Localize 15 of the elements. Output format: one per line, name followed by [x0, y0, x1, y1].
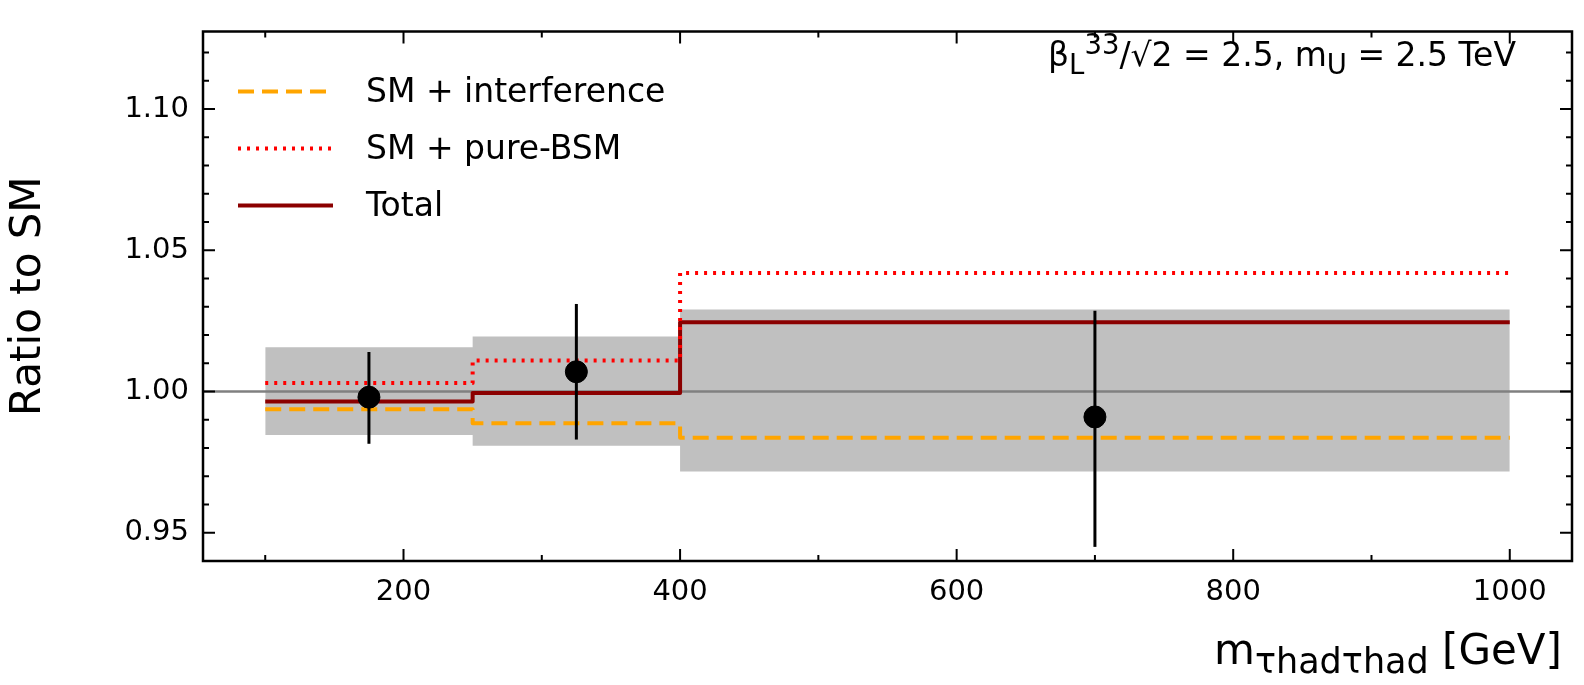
- y-axis-title: Ratio to SM: [1, 176, 51, 416]
- x-tick-label: 400: [652, 572, 708, 607]
- legend-label: SM + pure-BSM: [366, 127, 622, 167]
- x-tick-label: 1000: [1472, 572, 1547, 607]
- y-tick-label: 0.95: [124, 513, 189, 548]
- y-tick-label: 1.00: [124, 372, 189, 407]
- legend-label: SM + interference: [366, 70, 666, 110]
- legend-label: Total: [365, 184, 444, 224]
- x-tick-label: 800: [1205, 572, 1261, 607]
- x-axis-title: m$_{τhadτhad}$ [GeV]: [1213, 624, 1562, 681]
- y-tick-label: 1.10: [124, 89, 189, 124]
- annotation: β$_{L}$$^{33}$/√2 = 2.5, m$_{U}$ = 2.5 TeV: [1048, 28, 1516, 80]
- x-tick-label: 200: [375, 572, 432, 607]
- x-tick-label: 600: [928, 572, 985, 607]
- y-tick-label: 1.05: [124, 230, 189, 265]
